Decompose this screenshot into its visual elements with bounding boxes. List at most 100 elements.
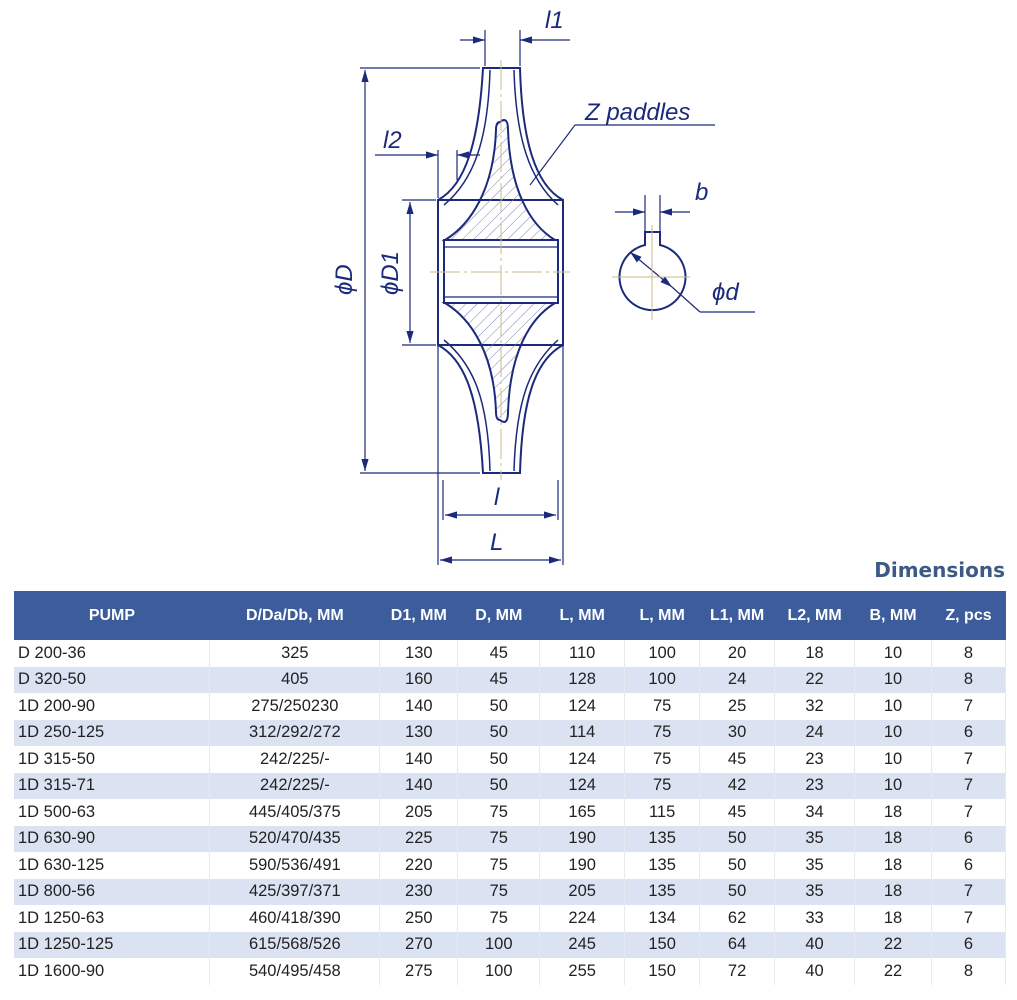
- table-cell: 40: [774, 931, 856, 958]
- table-cell: 30: [699, 719, 776, 746]
- table-cell: 20: [699, 640, 776, 667]
- table-cell: 124: [539, 693, 626, 720]
- table-cell: 75: [624, 693, 701, 720]
- table-cell: 64: [699, 931, 776, 958]
- table-cell: 100: [624, 666, 701, 693]
- table-cell: 190: [539, 852, 626, 879]
- table-cell: 7: [931, 772, 1007, 799]
- label-b: b: [695, 179, 708, 206]
- table-cell: 34: [774, 799, 856, 826]
- column-header: Z, pcs: [931, 591, 1006, 640]
- table-cell: 42: [699, 772, 776, 799]
- table-cell: 22: [854, 958, 932, 985]
- table-cell: 135: [624, 852, 701, 879]
- table-cell: 1D 630-125: [14, 852, 211, 879]
- table-cell: 1D 800-56: [14, 878, 211, 905]
- label-z-paddles: Z paddles: [584, 99, 690, 126]
- table-cell: 425/397/371: [209, 878, 381, 905]
- column-header: D1, MM: [379, 591, 458, 640]
- column-header: L1, MM: [699, 591, 775, 640]
- table-cell: 242/225/-: [209, 746, 381, 773]
- table-cell: 22: [854, 931, 932, 958]
- table-cell: 1D 1250-63: [14, 905, 211, 932]
- table-cell: 10: [854, 746, 932, 773]
- label-L: L: [490, 529, 503, 556]
- table-cell: 35: [774, 825, 856, 852]
- table-cell: 140: [379, 772, 459, 799]
- table-cell: 130: [379, 719, 459, 746]
- table-cell: 7: [931, 693, 1007, 720]
- table-cell: 124: [539, 746, 626, 773]
- table-cell: 45: [457, 666, 541, 693]
- table-row: 1D 1250-125 615/568/526 270 100 245 150 64 40 22…: [14, 931, 1007, 958]
- table-cell: 32: [774, 693, 856, 720]
- table-cell: 6: [931, 719, 1007, 746]
- label-l1: l1: [545, 7, 564, 34]
- table-cell: 75: [457, 878, 541, 905]
- table-cell: 25: [699, 693, 776, 720]
- table-cell: 22: [774, 666, 856, 693]
- table-cell: 7: [931, 746, 1007, 773]
- table-cell: 312/292/272: [209, 719, 381, 746]
- table-cell: 35: [774, 852, 856, 879]
- table-cell: 75: [624, 719, 701, 746]
- table-row: 1D 1250-63 460/418/390 250 75 224 134 62 33 18 7: [14, 905, 1007, 932]
- table-cell: 100: [457, 931, 541, 958]
- table-row: 1D 315-71 242/225/- 140 50 124 75 42 23 10 7: [14, 772, 1007, 799]
- table-cell: 8: [931, 640, 1007, 667]
- table-cell: 124: [539, 772, 626, 799]
- table-cell: 135: [624, 878, 701, 905]
- table-cell: 255: [539, 958, 626, 985]
- label-phi-d: ϕd: [712, 279, 739, 306]
- table-cell: 8: [931, 666, 1007, 693]
- table-cell: 1D 315-71: [14, 772, 211, 799]
- table-cell: 445/405/375: [209, 799, 381, 826]
- table-row: 1D 200-90 275/250230 140 50 124 75 25 32 10 7: [14, 693, 1007, 720]
- table-cell: 140: [379, 746, 459, 773]
- table-cell: 75: [457, 825, 541, 852]
- table-cell: 18: [854, 799, 932, 826]
- table-row: 1D 1600-90 540/495/458 275 100 255 150 72 40 22 8: [14, 958, 1007, 985]
- table-cell: 460/418/390: [209, 905, 381, 932]
- table-cell: 134: [624, 905, 701, 932]
- table-cell: 24: [699, 666, 776, 693]
- column-header: L, MM: [539, 591, 625, 640]
- label-phi-D1: ϕD1: [377, 251, 404, 295]
- column-header: L, MM: [624, 591, 700, 640]
- table-cell: 18: [854, 905, 932, 932]
- table-cell: 540/495/458: [209, 958, 381, 985]
- table-cell: 140: [379, 693, 459, 720]
- table-row: 1D 630-90 520/470/435 225 75 190 135 50 35 18 6: [14, 825, 1007, 852]
- table-cell: 45: [457, 640, 541, 667]
- table-row: 1D 250-125 312/292/272 130 50 114 75 30 24 10 6: [14, 719, 1007, 746]
- table-cell: 190: [539, 825, 626, 852]
- table-cell: 10: [854, 719, 932, 746]
- label-l: l: [494, 484, 500, 511]
- table-cell: 50: [457, 719, 541, 746]
- table-cell: 220: [379, 852, 459, 879]
- table-cell: 1D 1250-125: [14, 931, 211, 958]
- table-cell: 114: [539, 719, 626, 746]
- table-cell: 225: [379, 825, 459, 852]
- table-cell: 205: [379, 799, 459, 826]
- table-cell: 7: [931, 799, 1007, 826]
- table-cell: 10: [854, 666, 932, 693]
- table-cell: 165: [539, 799, 626, 826]
- table-cell: 1D 250-125: [14, 719, 211, 746]
- table-cell: 18: [854, 878, 932, 905]
- table-cell: D 200-36: [14, 640, 211, 667]
- table-cell: 110: [539, 640, 626, 667]
- table-cell: 7: [931, 878, 1007, 905]
- dimensions-table: PUMP D/Da/Db, MM D1, MM D, MM L, MM L, MM L1, …: [14, 591, 1007, 985]
- table-row: D 320-50 405 160 45 128 100 24 22 10 8: [14, 666, 1007, 693]
- table-cell: D 320-50: [14, 666, 211, 693]
- table-cell: 520/470/435: [209, 825, 381, 852]
- table-cell: 325: [209, 640, 381, 667]
- table-cell: 1D 630-90: [14, 825, 211, 852]
- table-cell: 135: [624, 825, 701, 852]
- table-cell: 75: [457, 905, 541, 932]
- table-cell: 75: [624, 746, 701, 773]
- table-row: 1D 500-63 445/405/375 205 75 165 115 45 34 18 7: [14, 799, 1007, 826]
- table-cell: 100: [457, 958, 541, 985]
- table-cell: 1D 500-63: [14, 799, 211, 826]
